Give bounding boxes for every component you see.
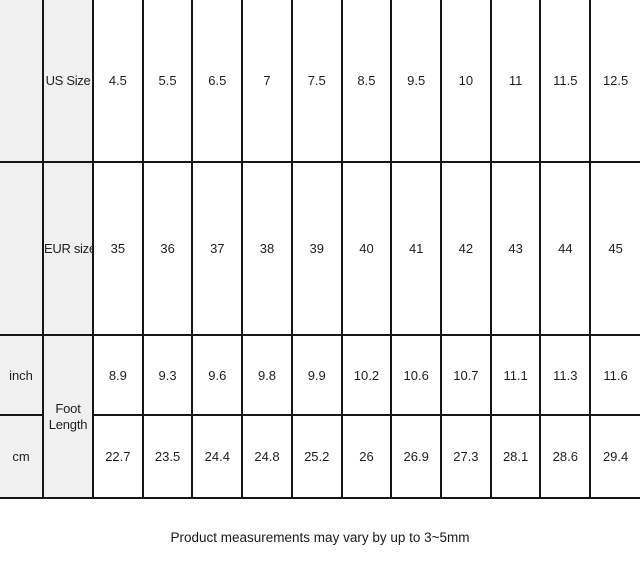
us-size-value: 9.5 (390, 0, 443, 163)
foot-length-cm-value: 28.1 (489, 414, 542, 499)
foot-length-cm-value: 24.8 (241, 414, 293, 499)
eur-size-value: 40 (340, 161, 393, 336)
foot-length-cm-value: 23.5 (141, 414, 194, 499)
row-header-eur-size: EUR size (42, 161, 94, 336)
foot-length-cm-value: 26.9 (390, 414, 443, 499)
size-chart-table: US Size 4.5 5.5 6.5 7 7.5 8.5 9.5 10 11 … (0, 0, 640, 499)
us-size-value: 8.5 (340, 0, 393, 163)
foot-length-inch-value: 11.6 (589, 334, 640, 416)
us-size-value: 7.5 (290, 0, 343, 163)
measurement-note: Product measurements may vary by up to 3… (170, 530, 470, 545)
eur-size-value: 36 (141, 161, 194, 336)
eur-size-value: 45 (589, 161, 640, 336)
eur-size-value: 44 (539, 161, 592, 336)
us-size-value: 7 (241, 0, 293, 163)
table-row-us-size: US Size 4.5 5.5 6.5 7 7.5 8.5 9.5 10 11 … (0, 0, 640, 163)
us-size-value: 12.5 (589, 0, 640, 163)
table-row-foot-length-cm: cm 22.7 23.5 24.4 24.8 25.2 26 26.9 27.3… (0, 414, 640, 499)
eur-size-value: 37 (191, 161, 244, 336)
table-row-foot-length-inch: inch Foot Length 8.9 9.3 9.6 9.8 9.9 10.… (0, 334, 640, 499)
unit-cell-blank-us (0, 0, 44, 163)
foot-length-inch-value: 8.9 (92, 334, 144, 416)
foot-length-cm-value: 28.6 (539, 414, 592, 499)
foot-length-inch-value: 11.3 (539, 334, 592, 416)
foot-length-inch-value: 11.1 (489, 334, 542, 416)
foot-length-inch-value: 10.7 (440, 334, 492, 416)
row-header-foot-length: Foot Length (42, 334, 94, 499)
eur-size-value: 43 (489, 161, 542, 336)
eur-size-value: 39 (290, 161, 343, 336)
foot-length-inch-value: 9.3 (141, 334, 194, 416)
row-header-us-size: US Size (42, 0, 94, 163)
unit-label-cm: cm (0, 414, 44, 499)
foot-length-inch-value: 9.9 (290, 334, 343, 416)
foot-length-cm-value: 25.2 (290, 414, 343, 499)
foot-length-cm-value: 24.4 (191, 414, 244, 499)
us-size-value: 5.5 (141, 0, 194, 163)
us-size-value: 11.5 (539, 0, 592, 163)
eur-size-value: 35 (92, 161, 144, 336)
unit-cell-blank-eur (0, 161, 44, 336)
foot-length-cm-value: 26 (340, 414, 393, 499)
foot-length-cm-value: 22.7 (92, 414, 144, 499)
foot-length-cm-value: 29.4 (589, 414, 640, 499)
eur-size-value: 42 (440, 161, 492, 336)
eur-size-value: 41 (390, 161, 443, 336)
us-size-value: 6.5 (191, 0, 244, 163)
unit-label-inch: inch (0, 334, 44, 416)
foot-length-inch-value: 9.6 (191, 334, 244, 416)
eur-size-value: 38 (241, 161, 293, 336)
foot-length-inch-value: 9.8 (241, 334, 293, 416)
table-row-eur-size: EUR size 35 36 37 38 39 40 41 42 43 44 4… (0, 161, 640, 336)
foot-length-cm-value: 27.3 (440, 414, 492, 499)
us-size-value: 4.5 (92, 0, 144, 163)
us-size-value: 10 (440, 0, 492, 163)
us-size-value: 11 (489, 0, 542, 163)
foot-length-inch-value: 10.2 (340, 334, 393, 416)
foot-length-inch-value: 10.6 (390, 334, 443, 416)
